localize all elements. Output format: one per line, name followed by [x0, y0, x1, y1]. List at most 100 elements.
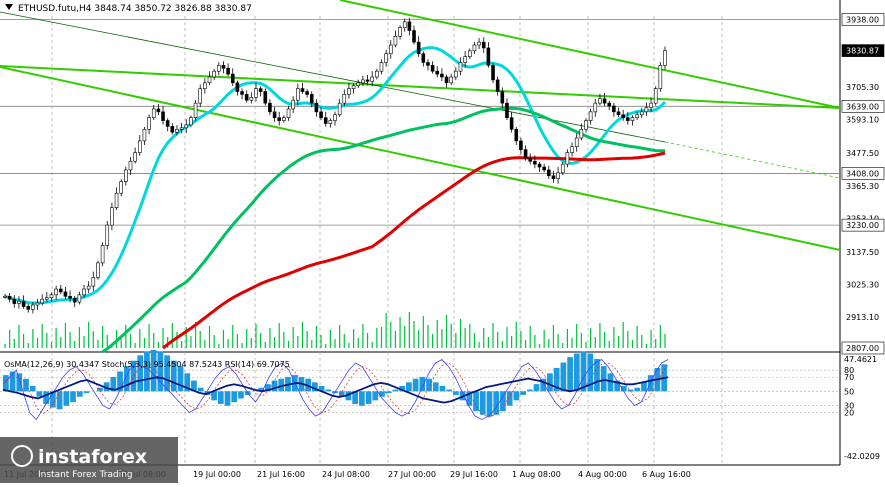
candle-body — [82, 288, 86, 296]
osma-bar — [258, 387, 264, 392]
candle-body — [588, 111, 593, 121]
osma-bar — [137, 355, 144, 392]
time-tick-label: 27 Jul 00:00 — [388, 470, 436, 479]
candle-body — [91, 277, 96, 287]
osma-bar — [392, 389, 399, 392]
candle-body — [407, 21, 412, 31]
candle-body — [277, 117, 282, 121]
osma-bar — [197, 387, 204, 392]
candle-body — [305, 91, 309, 95]
candle-body — [63, 291, 68, 297]
candle-body — [217, 65, 221, 72]
candle-body — [337, 102, 342, 116]
candle-body — [198, 88, 203, 104]
candle-body — [165, 120, 170, 127]
candle-body — [384, 53, 388, 63]
oscillator-tick-label: 47.4621 — [844, 355, 877, 364]
candle-body — [556, 172, 560, 179]
price-tick-label: 3025.30 — [846, 281, 879, 290]
osma-bar — [567, 357, 573, 392]
osma-bar — [526, 389, 533, 392]
osma-bar — [43, 391, 50, 404]
osma-bar — [56, 391, 63, 410]
price-level-label: 2807.00 — [846, 344, 879, 353]
candle-body — [72, 298, 77, 303]
osma-bar — [184, 373, 191, 392]
price-tick-label: 3705.30 — [846, 83, 879, 92]
candle-body — [35, 302, 40, 306]
osma-bar — [634, 387, 641, 392]
osma-bar — [439, 385, 446, 392]
candle-body — [282, 117, 286, 121]
osma-bar — [620, 385, 627, 392]
candle-body — [551, 175, 556, 179]
candle-body — [533, 160, 537, 165]
candle-body — [147, 117, 151, 130]
osma-bar — [419, 376, 426, 392]
candle-body — [272, 111, 277, 118]
candle-body — [514, 128, 519, 142]
candle-body — [523, 149, 528, 159]
osma-bar — [614, 380, 620, 392]
candle-body — [323, 117, 328, 124]
osma-bar — [500, 391, 506, 412]
osma-bar — [63, 391, 70, 406]
candle-body — [421, 53, 426, 63]
candle-body — [519, 140, 523, 150]
volume-bars — [4, 312, 666, 348]
watermark: instaforex Instant Forex Trading — [0, 437, 178, 483]
osma-bar — [150, 349, 157, 392]
time-tick-label: 4 Aug 00:00 — [578, 470, 627, 479]
osma-bar — [123, 366, 130, 392]
price-axis: 3938.00 3830.87 3705.30 3639.00 3593.10 3477.… — [841, 13, 885, 355]
candle-body — [463, 56, 467, 63]
osma-bar — [573, 353, 580, 392]
candle-body — [616, 111, 621, 116]
osma-bar — [191, 380, 197, 392]
osma-bar — [486, 391, 493, 417]
osma-bar — [580, 351, 587, 392]
symbol-dropdown-icon[interactable] — [5, 4, 13, 10]
candle-body — [500, 91, 505, 104]
stoch-main-line — [2, 358, 669, 421]
symbol-title: ETHUSD.futu,H4 3848.74 3850.72 3826.88 3… — [18, 4, 252, 14]
candle-body — [347, 88, 351, 95]
osma-bar — [466, 391, 473, 406]
candle-body — [635, 114, 639, 118]
horizontal-levels — [0, 19, 840, 226]
candle-body — [249, 97, 254, 101]
candle-body — [393, 36, 398, 46]
candle-body — [17, 300, 21, 304]
candle-body — [444, 76, 449, 84]
osma-bar — [271, 380, 278, 392]
candles — [3, 17, 667, 314]
moving-averages — [4, 46, 667, 354]
price-level-label: 3230.00 — [846, 221, 879, 230]
candle-body — [263, 91, 268, 104]
price-level-box — [841, 44, 885, 57]
candle-body — [639, 111, 644, 116]
candle-body — [207, 76, 212, 84]
oscillator-label: OsMA(12,26,9) 30.4347 Stoch(5,3,3) 95.45… — [4, 360, 290, 369]
osma-bar — [29, 385, 36, 392]
candle-body — [495, 79, 500, 92]
price-tick-label: 3365.30 — [846, 182, 879, 191]
candle-body — [402, 21, 407, 28]
osma-bar — [325, 389, 332, 392]
oscillator-tick-label: 80 — [844, 366, 854, 375]
osma-bar — [9, 371, 16, 392]
price-tick-label: 3137.50 — [846, 248, 879, 257]
candle-body — [268, 102, 272, 113]
candle-body — [21, 300, 26, 307]
candle-body — [467, 50, 472, 57]
candle-body — [142, 128, 147, 142]
candle-body — [40, 298, 44, 304]
candle-body — [370, 76, 374, 82]
osma-bar — [533, 384, 540, 392]
moving-average-line — [101, 106, 665, 354]
osma-bar — [647, 375, 654, 392]
channel-line — [339, 0, 841, 109]
osma-bar — [493, 391, 500, 415]
candle-body — [547, 169, 551, 177]
